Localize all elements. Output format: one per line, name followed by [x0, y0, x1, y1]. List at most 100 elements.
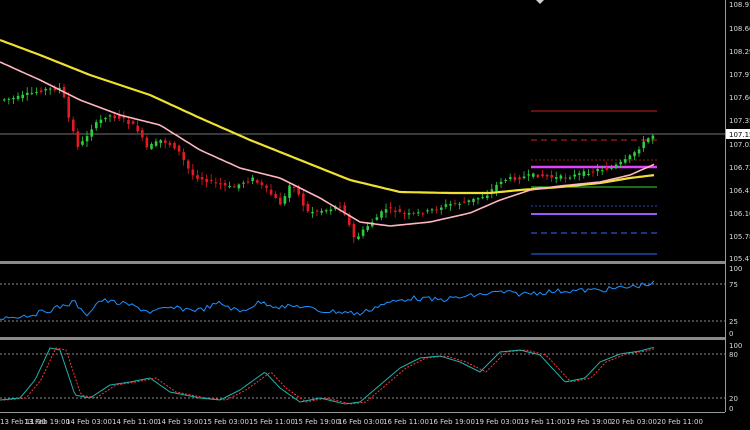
candle-body [647, 138, 650, 143]
candle-body [177, 145, 181, 152]
candle-body [72, 119, 75, 132]
time-label: 20 Feb 11:00 [657, 418, 703, 426]
rsi-panel[interactable] [0, 280, 725, 322]
candle-body [601, 170, 604, 172]
candle-body [242, 182, 245, 184]
time-label: 19 Feb 03:00 [475, 418, 521, 426]
candle-body [187, 160, 190, 169]
candle-body [274, 194, 277, 198]
price-label: 106.72 [729, 164, 750, 172]
time-label: 15 Feb 11:00 [249, 418, 295, 426]
price-axis[interactable]: 108.91 108.60 108.29 107.97 107.66 107.3… [726, 1, 750, 263]
candle-body [642, 141, 645, 149]
candle-body [495, 184, 498, 192]
candle-body [472, 198, 475, 203]
candle-body [306, 203, 310, 212]
candle-body [58, 87, 61, 90]
candle-body [568, 177, 572, 179]
candle-body [127, 120, 130, 125]
price-label: 106.41 [729, 187, 750, 195]
candle-body [223, 183, 227, 186]
candle-body [582, 171, 586, 176]
candle-body [343, 205, 346, 215]
stoch-label: 0 [729, 405, 733, 413]
candle-body [426, 210, 429, 212]
candle-body [366, 226, 369, 231]
candle-body [628, 155, 632, 160]
candle-body [99, 119, 103, 123]
candle-body [7, 98, 11, 100]
stochastic-panel[interactable] [0, 346, 725, 405]
candle-body [348, 214, 351, 225]
candle-body [154, 141, 158, 146]
candle-body [35, 91, 38, 93]
time-label: 15 Feb 03:00 [203, 418, 249, 426]
candle-body [21, 94, 24, 99]
rsi-label: 100 [729, 265, 742, 273]
price-label: 105.78 [729, 233, 750, 241]
candle-body [518, 177, 521, 180]
candle-body [440, 207, 443, 210]
candle-body [499, 181, 503, 185]
candle-body [633, 152, 636, 157]
candle-body [449, 204, 452, 206]
price-panel[interactable] [0, 0, 725, 255]
candle-body [16, 95, 20, 99]
time-label: 16 Feb 03:00 [338, 418, 384, 426]
price-label: 105.47 [729, 255, 750, 263]
candle-body [513, 177, 517, 181]
stoch-label: 100 [729, 342, 742, 350]
candle-body [573, 174, 576, 177]
price-candles [3, 83, 655, 244]
candle-body [614, 164, 618, 168]
candle-body [219, 183, 222, 185]
time-label: 16 Feb 19:00 [429, 418, 475, 426]
candle-body [113, 115, 116, 119]
candle-body [522, 176, 526, 179]
current-price-label: 107.15 [729, 131, 750, 139]
candle-body [279, 197, 282, 205]
time-label: 14 Feb 03:00 [66, 418, 112, 426]
candle-body [182, 152, 185, 161]
candle-body [453, 203, 457, 205]
slow-moving-average [0, 38, 655, 195]
candle-body [357, 236, 360, 239]
candle-body [384, 209, 388, 213]
candle-body [265, 185, 268, 188]
price-label: 108.60 [729, 25, 750, 33]
candle-body [214, 182, 218, 184]
candle-body [536, 174, 540, 178]
candle-body [173, 142, 176, 149]
candle-body [329, 209, 333, 212]
time-label: 20 Feb 03:00 [611, 418, 657, 426]
candle-body [233, 186, 236, 188]
price-label: 107.66 [729, 94, 750, 102]
candle-body [587, 173, 590, 175]
stochastic-signal-line [0, 347, 655, 405]
scroll-marker-icon[interactable] [536, 0, 544, 4]
rsi-label: 0 [729, 330, 733, 338]
time-label: 14 Feb 11:00 [112, 418, 158, 426]
candle-body [205, 178, 208, 183]
candle-body [26, 92, 29, 95]
time-axis[interactable]: 13 Feb 11:00 13 Feb 19:00 14 Feb 03:00 1… [0, 412, 725, 427]
price-label: 108.91 [729, 1, 750, 9]
candle-body [292, 186, 296, 188]
candle-body [12, 97, 15, 100]
candle-body [320, 210, 323, 213]
candle-body [394, 210, 397, 213]
candle-body [430, 209, 434, 211]
candle-body [564, 177, 567, 179]
time-label: 13 Feb 11:00 [0, 418, 46, 426]
candle-body [361, 229, 365, 236]
pivot-levels [531, 110, 657, 255]
candle-body [486, 195, 489, 199]
candle-body [283, 196, 287, 204]
candle-body [504, 179, 507, 181]
candle-body [108, 115, 112, 117]
candle-body [53, 88, 57, 91]
time-label: 16 Feb 11:00 [383, 418, 429, 426]
price-label: 106.10 [729, 210, 750, 218]
stoch-label: 20 [729, 395, 738, 403]
